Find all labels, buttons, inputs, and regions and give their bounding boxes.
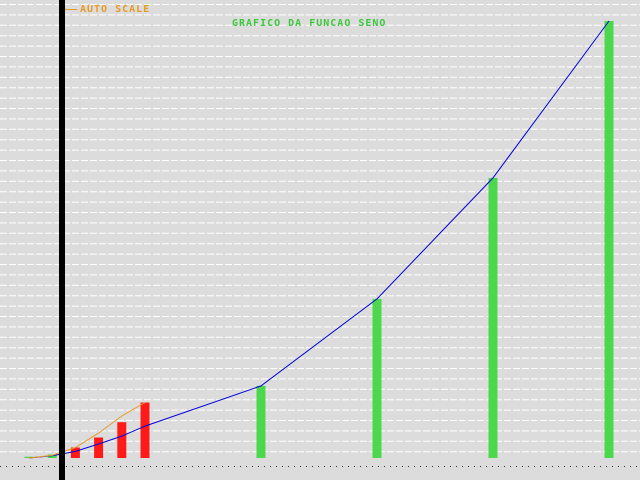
bar-red: [140, 402, 150, 458]
bar-green: [488, 177, 498, 458]
autoscale-label[interactable]: AUTO SCALE: [80, 4, 150, 15]
bar-red: [94, 437, 104, 458]
bar-green: [604, 21, 614, 458]
chart-title: GRAFICO DA FUNCAO SENO: [232, 18, 386, 29]
curve-line-orange: [28, 402, 146, 459]
bar-red: [70, 447, 80, 458]
bars: [24, 21, 614, 458]
bar-green: [256, 385, 266, 458]
y-axis-bar: [59, 0, 65, 480]
bar-green: [372, 298, 382, 458]
lines: [28, 20, 610, 459]
gridlines: [0, 4, 640, 453]
curve-line-blue: [28, 20, 610, 459]
bar-red: [117, 422, 127, 458]
bar-green: [24, 456, 34, 458]
